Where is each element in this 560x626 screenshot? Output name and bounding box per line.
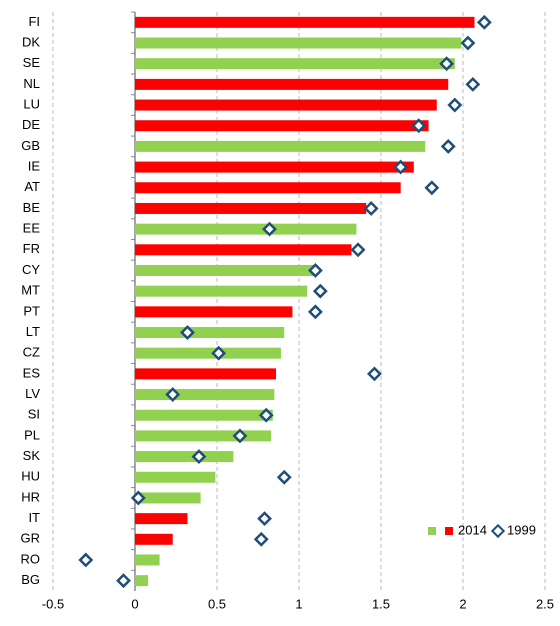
diamond: [116, 573, 131, 589]
bar: [135, 575, 149, 587]
y-tick-label: HR: [21, 489, 40, 504]
y-tick-label: SI: [28, 407, 40, 422]
bar: [135, 120, 429, 132]
diamond: [130, 490, 146, 506]
diamond: [460, 35, 476, 51]
y-tick-label: SK: [23, 448, 41, 463]
legend-swatch: [445, 527, 453, 535]
bar: [135, 78, 449, 90]
bar: [135, 327, 285, 339]
diamond: [253, 531, 269, 547]
bar: [135, 533, 173, 545]
diamond: [232, 428, 248, 444]
diamond: [440, 138, 456, 154]
bar: [135, 202, 367, 214]
diamond: [258, 407, 274, 423]
y-tick-label: NL: [23, 76, 40, 91]
legend-label: 2014: [458, 522, 487, 537]
bar: [135, 99, 437, 111]
y-tick-label: AT: [24, 179, 40, 194]
diamond: [367, 366, 382, 382]
bar: [135, 58, 455, 70]
y-tick-label: FI: [28, 14, 40, 29]
diamond: [307, 304, 323, 320]
diamond: [276, 469, 292, 485]
y-tick-label: LT: [26, 324, 40, 339]
diamond: [393, 159, 409, 175]
bar: [135, 285, 308, 297]
diamond: [180, 325, 195, 340]
bar: [135, 161, 414, 173]
bar: [135, 16, 475, 28]
diamond: [165, 387, 181, 402]
diamond: [257, 511, 272, 527]
y-tick-label: CY: [22, 262, 40, 277]
diamond: [439, 56, 455, 72]
bar: [135, 513, 188, 525]
bar: [135, 306, 293, 318]
diamond: [312, 283, 328, 299]
y-tick-label: FR: [23, 241, 40, 256]
x-tick-label: 1.5: [372, 596, 390, 611]
bar: [135, 389, 275, 401]
bar: [135, 492, 201, 504]
diamond: [465, 76, 481, 92]
x-tick-label: 0: [131, 596, 138, 611]
bar: [135, 182, 401, 194]
bar: [135, 471, 216, 483]
bar: [135, 451, 234, 463]
legend-diamond: [490, 523, 506, 539]
bar: [135, 37, 462, 49]
y-tick-label: BG: [21, 572, 40, 587]
y-tick-label: EE: [23, 221, 41, 236]
y-tick-label: IE: [28, 159, 41, 174]
diamond: [476, 14, 492, 30]
y-tick-label: ES: [23, 365, 41, 380]
bar: [135, 409, 273, 421]
x-tick-label: 2: [459, 596, 466, 611]
y-tick-label: PT: [23, 303, 40, 318]
y-tick-label: SE: [23, 55, 41, 70]
y-tick-label: LU: [23, 96, 40, 111]
diamond: [350, 242, 366, 258]
y-tick-label: BE: [23, 200, 41, 215]
diamond: [411, 118, 427, 134]
diamond: [424, 180, 440, 196]
y-tick-label: LV: [25, 386, 40, 401]
y-tick-label: MT: [21, 283, 40, 298]
diamond: [211, 345, 227, 361]
y-tick-label: GB: [21, 138, 40, 153]
diamond: [363, 201, 379, 216]
y-tick-label: GR: [21, 531, 41, 546]
bar: [135, 244, 352, 256]
bar: [135, 430, 272, 442]
y-tick-label: IT: [28, 510, 40, 525]
bar: [135, 368, 277, 380]
y-tick-label: CZ: [23, 345, 40, 360]
bar: [135, 264, 314, 276]
y-tick-label: HU: [21, 469, 40, 484]
x-tick-label: 1: [295, 596, 302, 611]
diamond: [262, 221, 277, 237]
x-tick-label: 2.5: [536, 596, 554, 611]
x-tick-label: 0.5: [208, 596, 226, 611]
bar: [135, 223, 357, 235]
bar: [135, 554, 160, 566]
bar: [135, 140, 426, 152]
diamond: [307, 263, 323, 278]
diamond: [191, 449, 207, 465]
x-tick-label: -0.5: [42, 596, 64, 611]
legend-swatch: [428, 527, 436, 535]
diamond: [78, 552, 94, 568]
y-tick-label: DK: [22, 34, 40, 49]
y-tick-label: RO: [21, 551, 41, 566]
y-tick-label: DE: [22, 117, 40, 132]
diamond: [447, 97, 463, 113]
bar: [135, 347, 281, 359]
y-tick-label: PL: [24, 427, 40, 442]
legend-label: 1999: [507, 522, 536, 537]
